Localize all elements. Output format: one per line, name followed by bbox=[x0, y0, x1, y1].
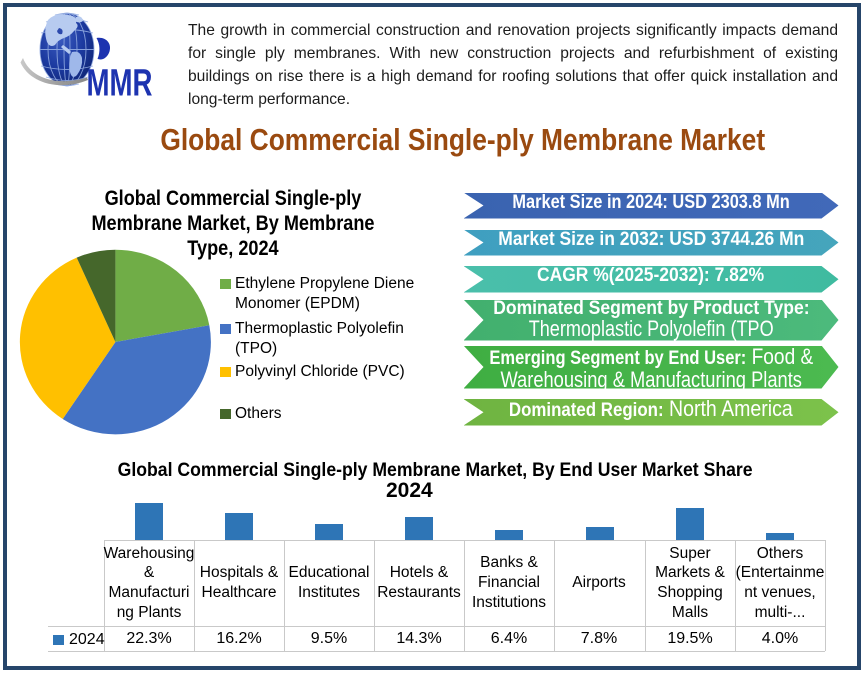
svg-text:MMR: MMR bbox=[87, 63, 153, 105]
